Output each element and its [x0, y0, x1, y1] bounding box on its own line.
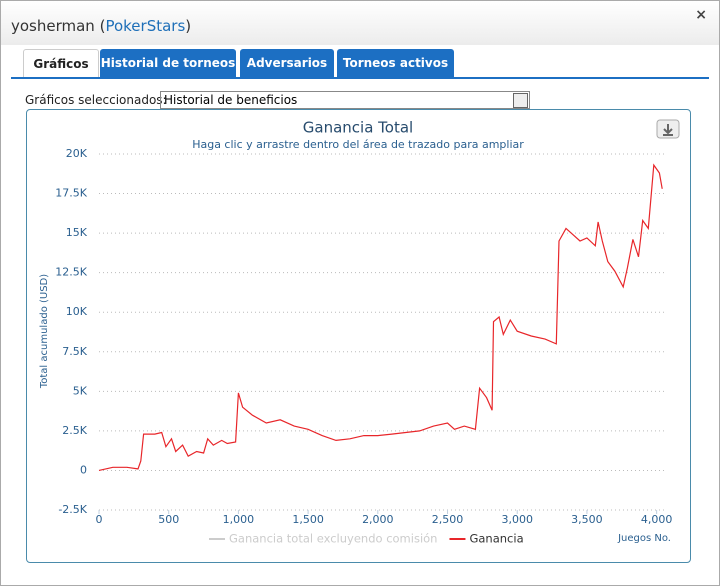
paren: )	[185, 17, 192, 35]
y-tick-label: 5K	[73, 384, 88, 397]
y-tick-label: 2.5K	[62, 424, 87, 437]
user: yosherman (	[11, 17, 106, 35]
legend-item[interactable]: Ganancia total excluyendo comisión	[209, 532, 437, 546]
tab-line	[11, 77, 709, 79]
tab[interactable]: Torneos activos	[337, 49, 454, 77]
x-tick-label: 3,500	[571, 513, 603, 526]
legend-item[interactable]: Ganancia	[449, 532, 524, 546]
y-tick-label: -2.5K	[58, 503, 87, 516]
y-tick-label: 17.5K	[55, 187, 87, 200]
x-tick-label: 500	[158, 513, 179, 526]
select-value: Historial de beneficios	[164, 93, 298, 107]
x-tick-label: 2,000	[362, 513, 394, 526]
chart-title: Ganancia Total	[303, 119, 413, 137]
tab[interactable]: Historial de torneos	[100, 49, 236, 77]
series-line	[98, 163, 663, 471]
selector-label: Gráficos seleccionados:	[25, 93, 167, 107]
y-axis-label: Total acumulado (USD)	[39, 274, 50, 389]
y-tick-label: 7.5K	[62, 345, 87, 358]
tab[interactable]: Adversarios	[240, 49, 334, 77]
export-icon	[663, 124, 673, 136]
y-tick-label: 12.5K	[55, 266, 87, 279]
select[interactable]: Historial de beneficios	[160, 91, 530, 109]
chart-subtitle: Haga clic y arrastre dentro del área de …	[192, 138, 524, 151]
legend-label: Ganancia total excluyendo comisión	[229, 532, 437, 546]
x-tick-label: 0	[96, 513, 103, 526]
title-bar: yosherman (PokerStars) ×	[1, 1, 719, 45]
chart-box	[26, 109, 691, 563]
site[interactable]: PokerStars	[105, 17, 186, 35]
legend-label: Ganancia	[469, 532, 523, 546]
y-tick-label: 15K	[66, 226, 88, 239]
y-tick-label: 20K	[66, 147, 88, 160]
window-title: yosherman (PokerStars)	[11, 17, 191, 35]
x-tick-label: 3,000	[501, 513, 533, 526]
close-button[interactable]: ×	[695, 7, 707, 23]
y-tick-label: 0	[80, 463, 87, 476]
select-arrow[interactable]	[513, 93, 528, 108]
x-tick-label: 4,000	[641, 513, 673, 526]
tab[interactable]: Gráficos	[23, 49, 99, 78]
x-tick-label: 1,000	[223, 513, 255, 526]
x-tick-label: 1,500	[292, 513, 324, 526]
x-axis-label: Juegos No.	[617, 533, 671, 544]
y-tick-label: 10K	[66, 305, 88, 318]
x-tick-label: 2,500	[432, 513, 464, 526]
